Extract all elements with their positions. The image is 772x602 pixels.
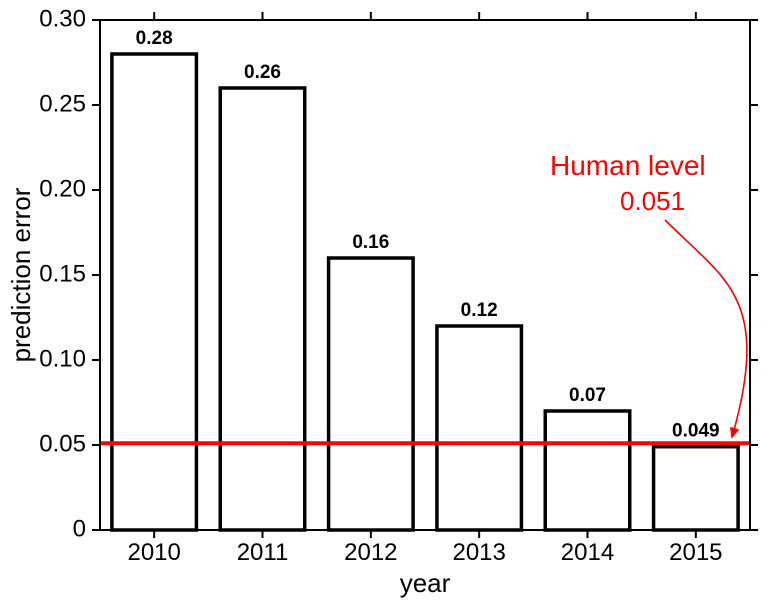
bar [329, 258, 414, 530]
xtick-label: 2014 [561, 539, 614, 566]
ytick-label: 0.05 [39, 430, 86, 457]
ytick-label: 0.30 [39, 5, 86, 32]
xtick-label: 2012 [344, 539, 397, 566]
ytick-label: 0.10 [39, 345, 86, 372]
bar-value-label: 0.28 [136, 28, 173, 49]
ytick-label: 0.20 [39, 175, 86, 202]
xtick-label: 2010 [127, 539, 180, 566]
xtick-label: 2013 [452, 539, 505, 566]
bar-value-label: 0.26 [244, 62, 281, 83]
xtick-label: 2015 [669, 539, 722, 566]
bar [220, 88, 305, 530]
annotation-value: 0.051 [620, 186, 685, 216]
chart-svg: 0 0.05 0.10 0.15 0.20 0.25 0.30 2010 2011 2012 201… [0, 0, 772, 602]
ytick-label: 0 [73, 515, 86, 542]
bar [112, 54, 196, 530]
x-axis-label: year [400, 568, 451, 598]
bar [654, 447, 739, 530]
bar-value-label: 0.16 [352, 232, 389, 253]
prediction-error-chart: 0 0.05 0.10 0.15 0.20 0.25 0.30 2010 2011 2012 201… [0, 0, 772, 602]
ytick-label: 0.25 [39, 90, 86, 117]
bar [437, 326, 521, 530]
bar-value-label: 0.049 [672, 421, 720, 442]
y-axis-label: prediction error [6, 187, 36, 362]
bar-value-label: 0.07 [569, 385, 606, 406]
xtick-label: 2011 [237, 539, 289, 566]
ytick-label: 0.15 [39, 260, 86, 287]
bar-value-label: 0.12 [461, 300, 498, 321]
bar [545, 411, 630, 530]
annotation-title: Human level [550, 150, 706, 181]
